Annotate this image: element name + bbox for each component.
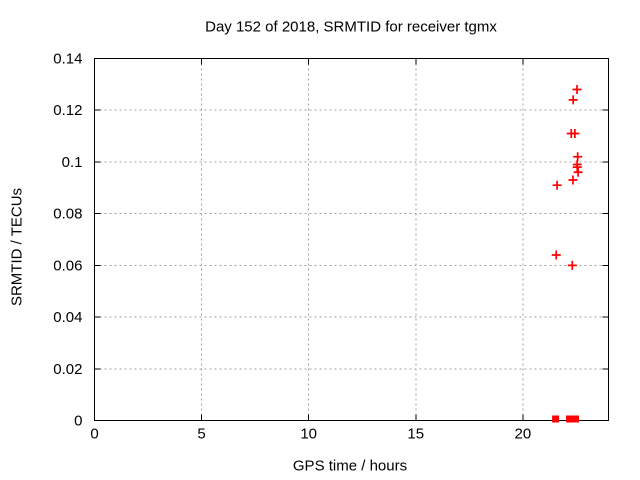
data-point-plus [573, 152, 583, 162]
plot-border [94, 58, 609, 421]
data-point-plus [568, 175, 578, 185]
data-point-plus [551, 250, 561, 260]
chart-title: Day 152 of 2018, SRMTID for receiver tgm… [205, 18, 497, 36]
data-point-square [566, 415, 574, 423]
y-tick-label: 0.08 [53, 206, 82, 223]
y-tick-label: 0.02 [53, 361, 82, 378]
data-point-plus [573, 167, 583, 177]
y-tick-label: 0.1 [62, 154, 83, 171]
data-point-plus [570, 128, 580, 138]
y-tick-label: 0.12 [53, 102, 82, 119]
x-tick-label: 10 [300, 426, 317, 443]
x-tick-label: 20 [514, 426, 531, 443]
data-point-plus [567, 260, 577, 270]
x-tick-label: 15 [407, 426, 424, 443]
x-tick-label: 0 [90, 426, 98, 443]
x-axis-label: GPS time / hours [292, 457, 408, 475]
y-tick-label: 0.14 [53, 51, 82, 68]
y-tick-label: 0.04 [53, 309, 82, 326]
y-tick-label: 0.06 [53, 257, 82, 274]
data-point-plus [572, 85, 582, 95]
y-tick-label: 0 [74, 413, 82, 430]
data-point-square [572, 415, 580, 423]
data-point-square [552, 415, 560, 423]
data-point-plus [552, 180, 562, 190]
x-tick-label: 5 [197, 426, 205, 443]
data-point-plus [568, 95, 578, 105]
data-point-plus [572, 160, 582, 170]
